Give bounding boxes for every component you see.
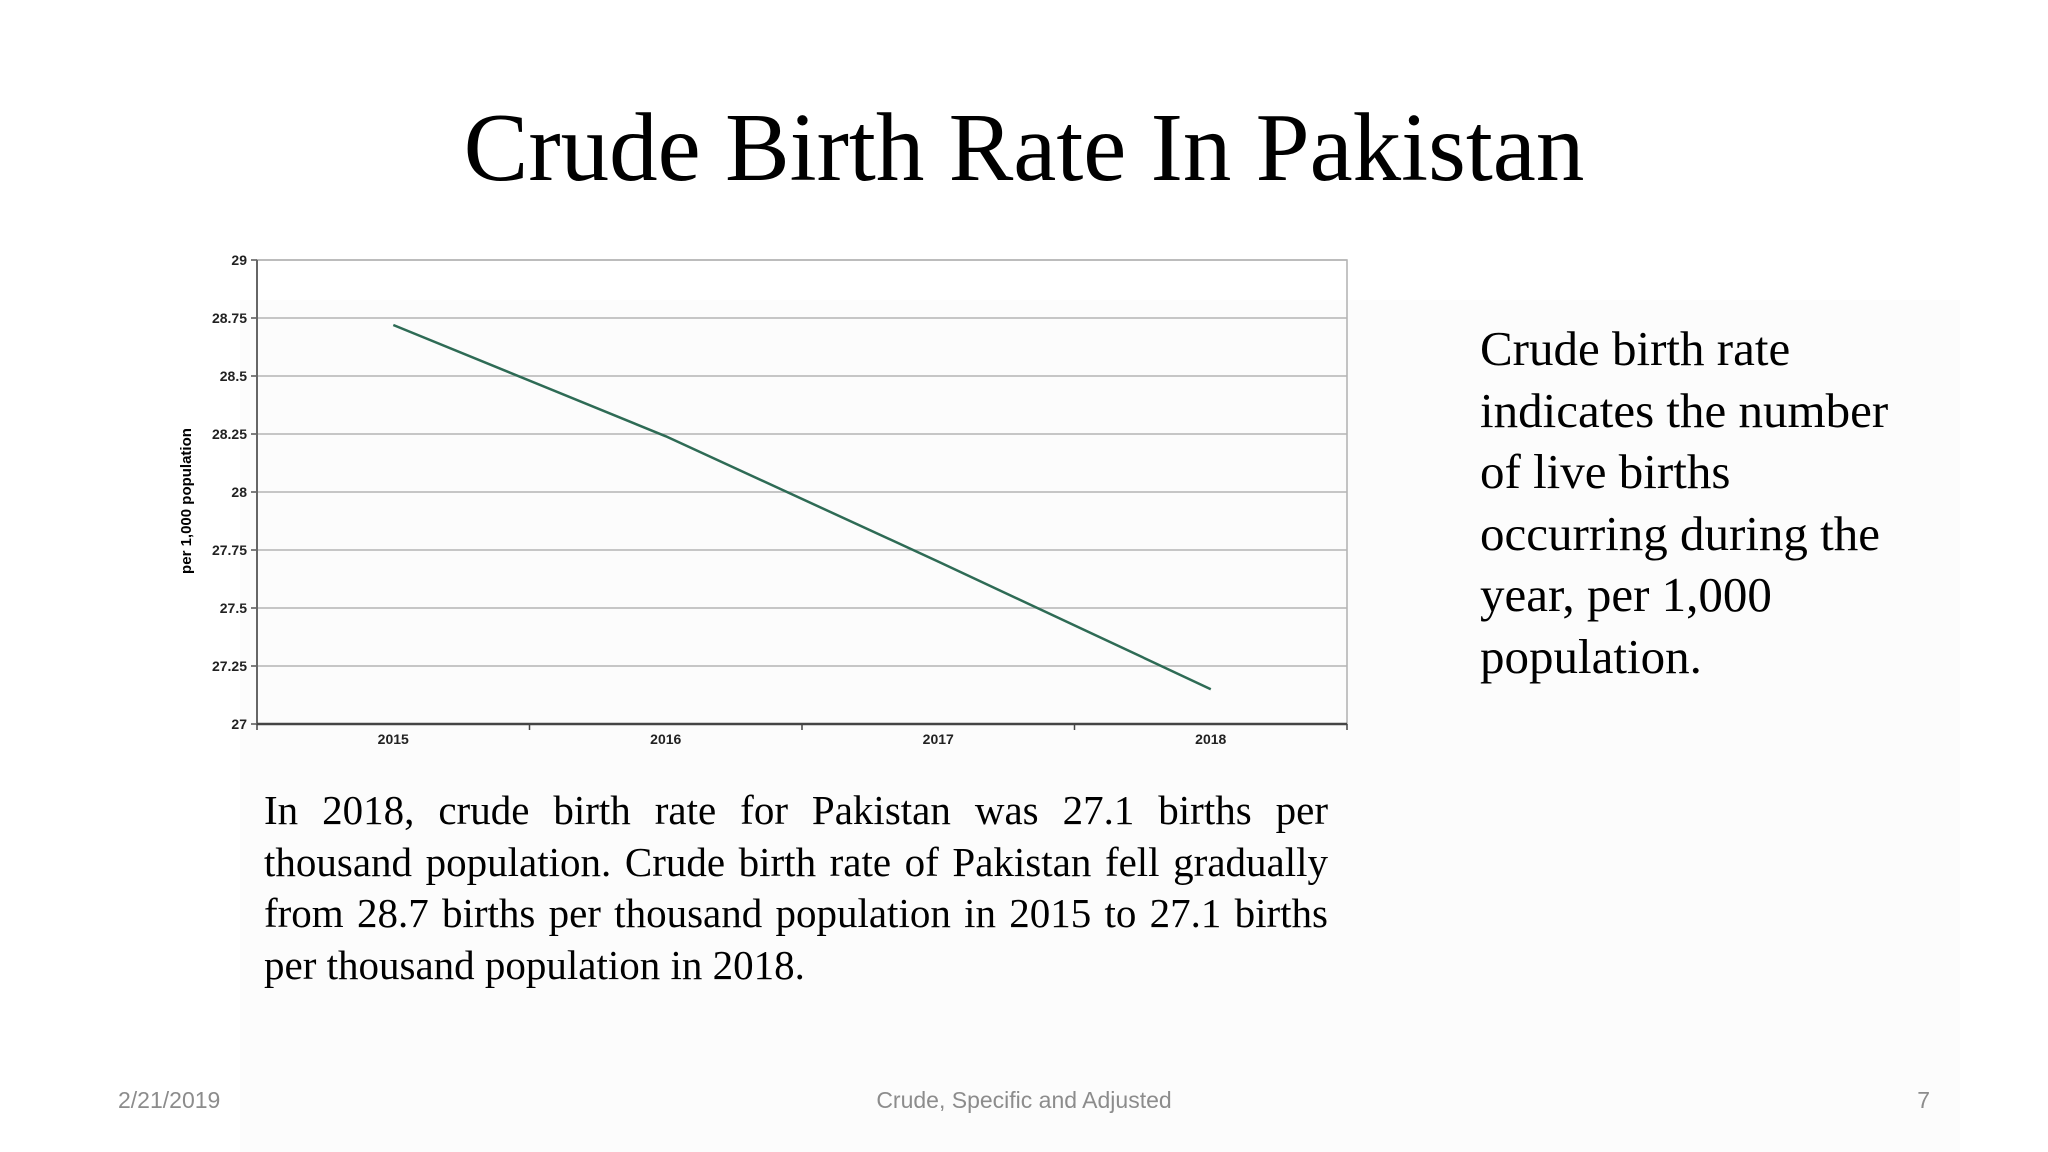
y-tick-label: 28.5: [220, 368, 247, 384]
content-panel: [240, 300, 1960, 1152]
y-tick-label: 27.5: [220, 600, 247, 616]
y-tick-label: 27.25: [212, 658, 247, 674]
footer-page-number: 7: [1917, 1087, 1930, 1113]
footer-title: Crude, Specific and Adjusted: [876, 1087, 1172, 1113]
y-tick-label: 28.25: [212, 426, 247, 442]
slide-title: Crude Birth Rate In Pakistan: [463, 94, 1585, 201]
y-tick-label: 28: [231, 484, 247, 500]
chart-plot: 29 28.75 28.5 28.25 28 27.75 27.5 27.25 27 2015 20…: [212, 252, 1348, 747]
y-tick-label: 29: [231, 252, 247, 268]
y-tick-label: 27.75: [212, 542, 247, 558]
summary-paragraph: In 2018, crude birth rate for Pakistan w…: [264, 787, 1328, 988]
footer-date: 2/21/2019: [118, 1087, 221, 1113]
definition-text: Crude birth rate indicates the number of…: [1480, 321, 1889, 684]
x-tick-label: 2017: [923, 731, 954, 747]
y-tick-label: 28.75: [212, 310, 247, 326]
x-tick-label: 2016: [650, 731, 681, 747]
x-tick-label: 2015: [378, 731, 409, 747]
line-chart: per 1,000 population 29 28.75 28.5 28.25 28 2…: [160, 240, 1360, 760]
series-line: [392, 323, 1212, 691]
x-tick-label: 2018: [1195, 731, 1226, 747]
y-tick-label: 27: [231, 716, 247, 732]
